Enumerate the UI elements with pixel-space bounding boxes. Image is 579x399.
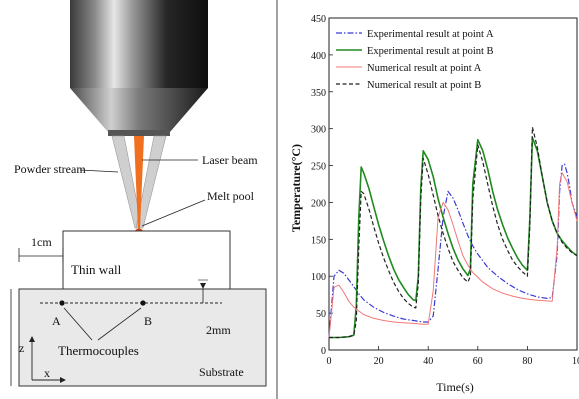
legend-entry: Numerical result at point B xyxy=(367,80,481,91)
z-axis-label: z xyxy=(19,341,24,355)
legend: Experimental result at point A Experiment… xyxy=(336,29,494,91)
nozzle-body xyxy=(70,0,208,88)
y-tick-label: 0 xyxy=(321,346,326,357)
x-tick-label: 0 xyxy=(327,356,332,367)
series-line-1 xyxy=(328,163,578,338)
y-tick-label: 100 xyxy=(311,272,326,283)
laser-beam xyxy=(134,136,144,230)
legend-entry: Experimental result at point A xyxy=(367,29,494,40)
powder-stream-label: Powder stream xyxy=(14,162,86,176)
schematic: Powder stream Laser beam Melt pool 1cm T… xyxy=(10,0,267,387)
two-mm-label: 2mm xyxy=(206,323,231,337)
x-axis: 0 20 40 60 80 10 xyxy=(327,346,579,367)
thermocouple-leader-a xyxy=(63,307,93,341)
y-axis: 0 50 100 150 200 250 300 350 400 450 xyxy=(311,14,333,357)
x-tick-label: 80 xyxy=(522,356,532,367)
substrate-label: Substrate xyxy=(199,365,244,379)
y-tick-label: 400 xyxy=(311,51,326,62)
point-a-label: A xyxy=(52,314,61,328)
one-cm-label: 1cm xyxy=(31,235,52,249)
legend-entry: Experimental result at point B xyxy=(367,46,494,57)
thermocouples-label: Thermocouples xyxy=(58,343,139,358)
x-axis-arrow xyxy=(60,377,66,383)
x-tick-label: 20 xyxy=(374,356,384,367)
nozzle-tip xyxy=(108,130,170,136)
nozzle-cone xyxy=(70,88,208,132)
x-axis-title: Time(s) xyxy=(436,380,474,394)
x-axis-label: x xyxy=(44,366,50,380)
laser-beam-label: Laser beam xyxy=(202,153,258,167)
point-a-marker xyxy=(59,300,65,306)
y-axis-title: Temperature(°C) xyxy=(289,144,303,232)
x-tick-label: 40 xyxy=(423,356,433,367)
powder-stream-leader xyxy=(79,169,119,173)
z-axis-arrow xyxy=(29,336,35,342)
melt-pool-leader xyxy=(141,199,206,227)
x-tick-label: 60 xyxy=(473,356,483,367)
series-line-3 xyxy=(328,172,578,338)
powder-stream-right xyxy=(135,135,167,229)
thermocouple-leader-b xyxy=(97,307,142,341)
plot-area xyxy=(328,17,578,351)
two-mm-arrow xyxy=(200,283,206,289)
y-tick-label: 150 xyxy=(311,235,326,246)
y-tick-label: 200 xyxy=(311,198,326,209)
melt-pool-label: Melt pool xyxy=(207,189,255,203)
series-lines xyxy=(328,126,578,339)
point-b-marker xyxy=(140,300,146,306)
thin-wall-label: Thin wall xyxy=(71,262,122,277)
legend-entry: Numerical result at point A xyxy=(367,63,482,74)
y-tick-label: 250 xyxy=(311,162,326,173)
y-tick-label: 350 xyxy=(311,88,326,99)
point-b-label: B xyxy=(144,314,152,328)
y-tick-label: 450 xyxy=(311,14,326,25)
y-tick-label: 50 xyxy=(316,309,326,320)
y-tick-label: 300 xyxy=(311,125,326,136)
thin-wall xyxy=(62,230,231,290)
x-tick-label: 10 xyxy=(572,356,579,367)
